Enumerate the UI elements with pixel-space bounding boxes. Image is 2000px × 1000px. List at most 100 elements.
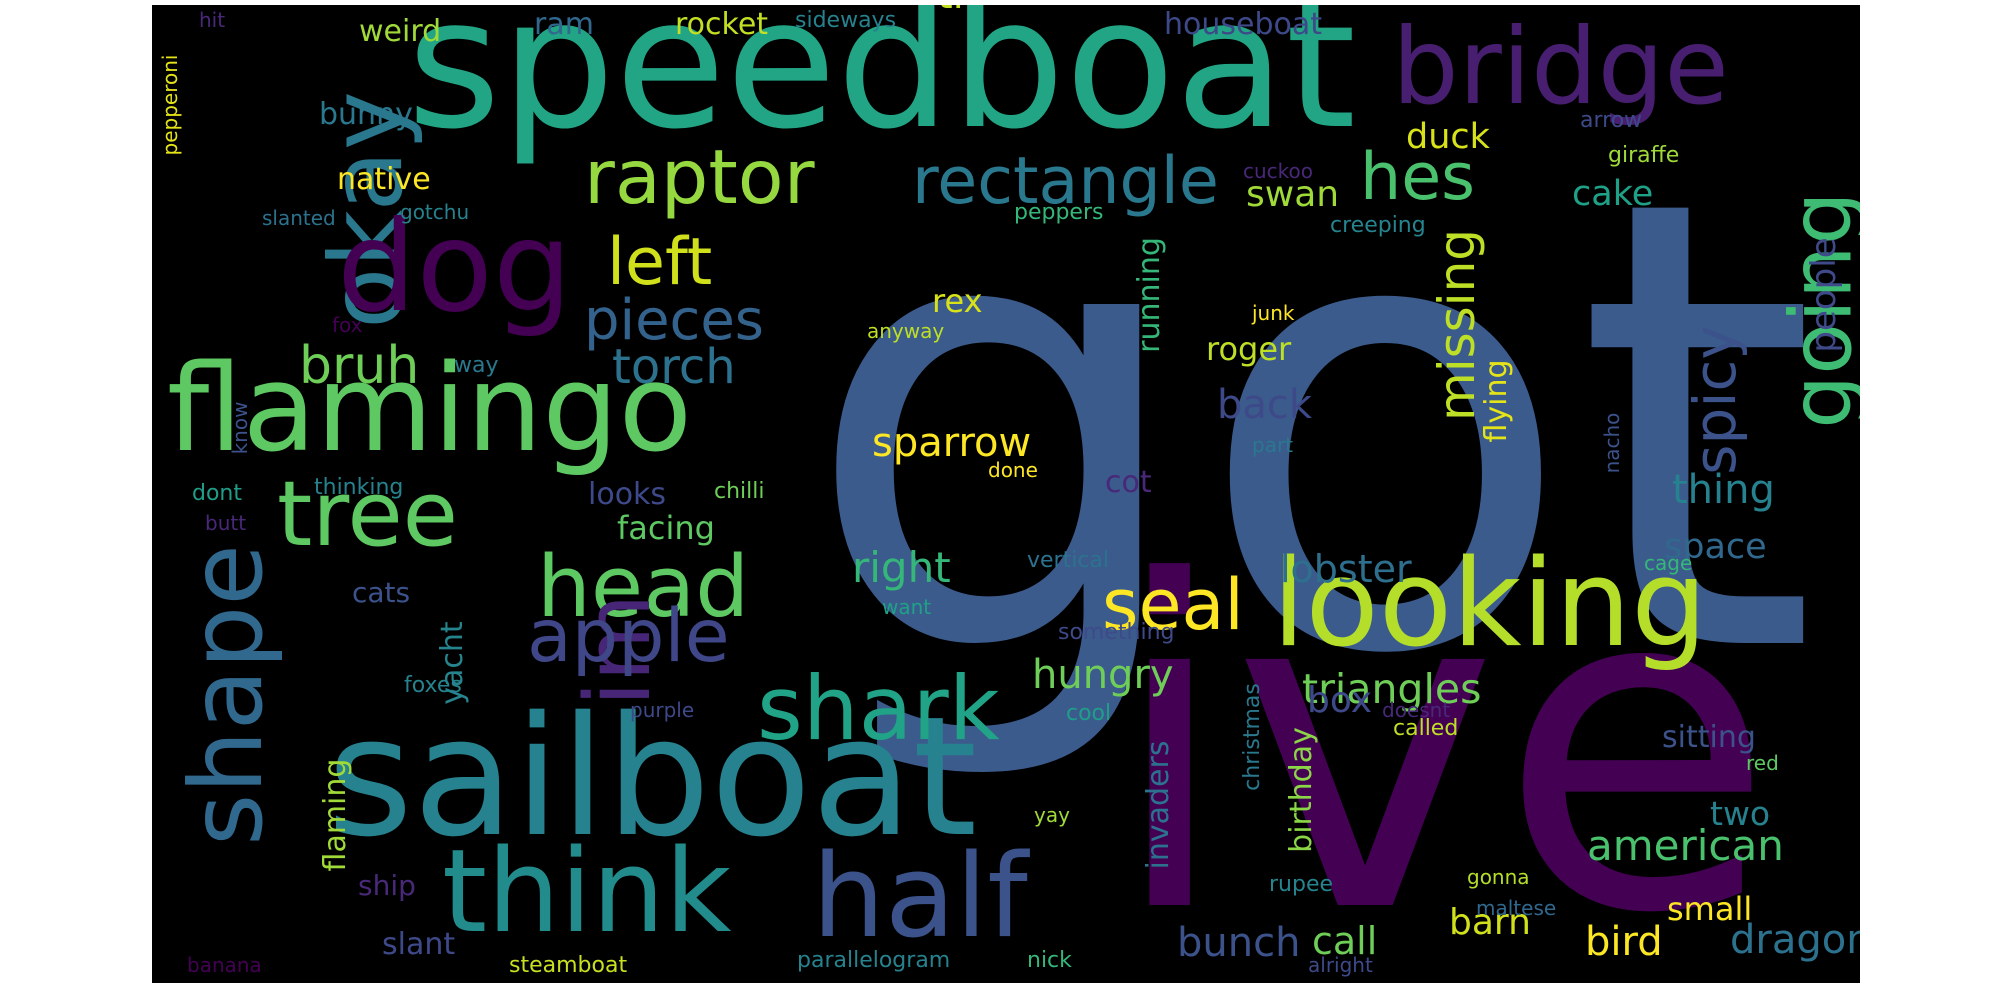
word-butt: butt xyxy=(205,511,247,535)
word-think: think xyxy=(442,825,732,959)
word-giraffe: giraffe xyxy=(1608,143,1680,168)
word-cage: cage xyxy=(1644,551,1693,575)
word-back: back xyxy=(1217,382,1313,428)
word-space: space xyxy=(1664,527,1767,567)
word-cool: cool xyxy=(1066,701,1112,726)
word-speedboat: speedboat xyxy=(407,5,1357,169)
word-junk: junk xyxy=(1252,301,1295,325)
word-bunny: bunny xyxy=(319,97,413,132)
word-ram: ram xyxy=(534,7,594,42)
word-duck: duck xyxy=(1406,117,1490,157)
word-cake: cake xyxy=(1572,174,1654,214)
word-maltese: maltese xyxy=(1476,896,1557,920)
word-arrow: arrow xyxy=(1580,108,1643,133)
word-gotchu: gotchu xyxy=(400,200,470,224)
word-cot: cot xyxy=(1105,465,1152,500)
word-chilli: chilli xyxy=(714,479,765,504)
word-dragon: dragon xyxy=(1730,917,1860,963)
word-called: called xyxy=(1393,716,1459,741)
word-sparrow: sparrow xyxy=(872,420,1032,466)
word-got: got xyxy=(802,69,1818,790)
word-creeping: creeping xyxy=(1330,213,1426,238)
word-ive: ive xyxy=(1107,488,1776,983)
word-invaders: invaders xyxy=(1141,740,1176,870)
word-left: left xyxy=(607,225,713,300)
word-running: running xyxy=(1132,237,1167,353)
word-flying: flying xyxy=(1479,359,1514,443)
word-nick: nick xyxy=(1027,948,1072,973)
word-looking: looking xyxy=(1272,535,1708,674)
word-parallelogram: parallelogram xyxy=(797,948,951,973)
word-box: box xyxy=(1307,680,1373,721)
word-rectangle: rectangle xyxy=(912,144,1219,219)
word-rupee: rupee xyxy=(1269,872,1334,897)
word-slant: slant xyxy=(382,927,456,962)
word-flamingo: flamingo xyxy=(167,340,692,479)
word-red: red xyxy=(1746,751,1779,775)
word-banana: banana xyxy=(187,953,262,977)
word-lobster: lobster xyxy=(1280,547,1412,591)
word-know: know xyxy=(228,401,252,455)
word-apple: apple xyxy=(527,594,730,679)
word-doesnt: doesnt xyxy=(1382,698,1451,722)
word-pepperoni: pepperoni xyxy=(158,54,182,156)
word-roger: roger xyxy=(1206,330,1292,368)
word-bruh: bruh xyxy=(299,336,420,396)
word-ship: ship xyxy=(358,869,416,902)
word-spicy: spicy xyxy=(1681,325,1749,475)
word-small: small xyxy=(1667,890,1753,928)
word-anyway: anyway xyxy=(867,319,945,343)
word-vertical: vertical xyxy=(1027,548,1110,573)
word-triangles: triangles xyxy=(1302,665,1482,713)
word-thinking: thinking xyxy=(314,475,404,500)
word-raptor: raptor xyxy=(584,133,815,221)
word-half: half xyxy=(812,830,1028,964)
word-want: want xyxy=(882,595,932,619)
word-hit: hit xyxy=(199,8,226,32)
word-fox: fox xyxy=(332,313,363,337)
word-sailboat: sailboat xyxy=(327,681,978,873)
word-birthday: birthday xyxy=(1284,727,1319,853)
word-thing: thing xyxy=(1672,467,1775,513)
word-purple: purple xyxy=(630,698,695,722)
word-done: done xyxy=(988,458,1038,482)
word-christmas: christmas xyxy=(1240,683,1265,791)
word-tl: tl xyxy=(937,5,964,15)
word-shark: shark xyxy=(757,657,1000,760)
word-seal: seal xyxy=(1102,564,1244,646)
word-barn: barn xyxy=(1449,902,1531,943)
word-houseboat: houseboat xyxy=(1164,7,1323,42)
word-tree: tree xyxy=(277,462,459,567)
word-rex: rex xyxy=(932,282,983,320)
word-weird: weird xyxy=(359,14,442,49)
word-yay: yay xyxy=(1034,803,1070,827)
word-shape: shape xyxy=(168,544,285,846)
word-facing: facing xyxy=(617,509,715,547)
word-rocket: rocket xyxy=(675,7,769,42)
word-dont: dont xyxy=(192,481,242,506)
word-way: way xyxy=(454,353,499,378)
word-nacho: nacho xyxy=(1600,412,1624,474)
word-people: people xyxy=(1804,237,1844,353)
word-flaming: flaming xyxy=(318,758,353,872)
word-bunch: bunch xyxy=(1177,920,1301,966)
word-missing: missing xyxy=(1428,228,1486,422)
word-sideways: sideways xyxy=(795,8,897,33)
word-head: head xyxy=(537,538,750,637)
word-gonna: gonna xyxy=(1467,865,1530,889)
word-bird: bird xyxy=(1585,919,1663,965)
word-looks: looks xyxy=(588,477,667,512)
word-cuckoo: cuckoo xyxy=(1243,159,1314,183)
word-torch: torch xyxy=(612,339,736,395)
word-something: something xyxy=(1058,620,1175,645)
word-cloud: got ive speedboat sailboat looking flamingo br… xyxy=(152,5,1860,983)
word-two: two xyxy=(1710,794,1771,833)
word-hes: hes xyxy=(1360,140,1476,215)
word-pieces: pieces xyxy=(584,288,764,353)
word-native: native xyxy=(337,162,431,197)
word-alright: alright xyxy=(1308,953,1373,977)
word-steamboat: steamboat xyxy=(509,953,628,978)
word-bridge: bridge xyxy=(1392,6,1729,128)
word-foxes: foxes xyxy=(404,673,462,698)
word-peppers: peppers xyxy=(1014,200,1104,225)
